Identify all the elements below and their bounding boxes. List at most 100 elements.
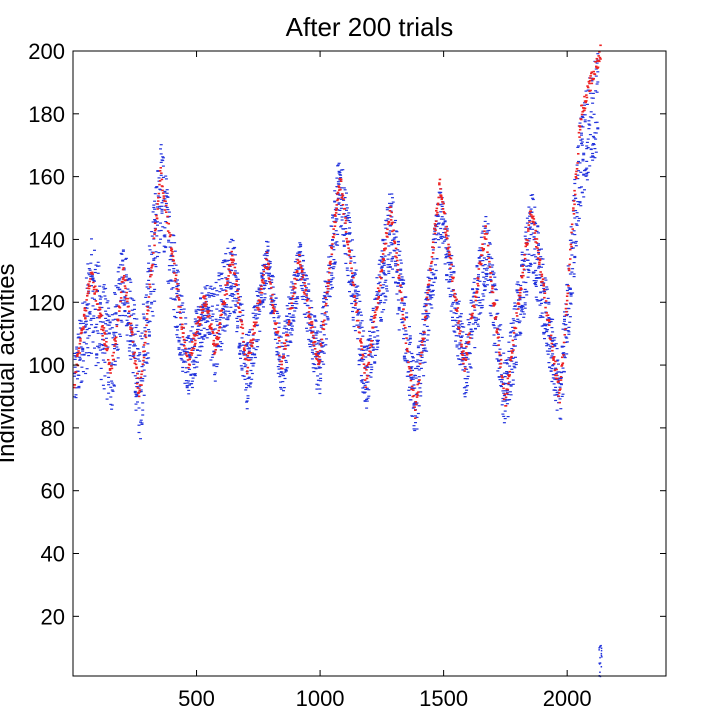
data-point-blue — [551, 337, 555, 339]
data-point-blue — [489, 314, 493, 316]
data-point-blue — [213, 334, 217, 336]
data-point-red — [233, 272, 236, 274]
data-point-blue — [211, 313, 215, 315]
data-point-red — [481, 249, 485, 252]
data-point-blue — [199, 320, 203, 322]
data-point-blue — [222, 317, 225, 319]
data-point-blue — [385, 220, 389, 222]
data-point-red — [237, 307, 241, 309]
data-point-blue — [356, 338, 360, 340]
data-point-red — [78, 342, 82, 345]
data-point-blue — [172, 235, 176, 237]
data-point-blue — [595, 62, 599, 64]
data-point-red — [262, 270, 266, 273]
data-point-blue — [151, 315, 155, 317]
data-point-blue — [434, 215, 438, 217]
data-point-red — [203, 297, 206, 300]
data-point-blue — [92, 330, 96, 332]
data-point-blue — [173, 250, 177, 252]
data-point-blue — [458, 342, 462, 344]
data-point-blue — [331, 214, 334, 216]
data-point-blue — [474, 320, 478, 322]
data-point-blue — [437, 222, 441, 224]
data-point-blue — [167, 211, 171, 213]
data-point-red — [222, 300, 225, 303]
data-point-red — [469, 337, 472, 339]
data-point-blue — [546, 353, 550, 355]
data-point-blue — [345, 218, 349, 220]
data-point-red — [516, 303, 519, 305]
data-point-red — [100, 314, 103, 317]
data-point-blue — [85, 304, 89, 306]
data-point-red — [500, 375, 503, 377]
data-point-red — [157, 196, 160, 199]
data-point-red — [149, 275, 152, 278]
data-point-blue — [348, 221, 352, 223]
data-point-blue — [473, 347, 477, 349]
data-point-red — [208, 314, 211, 317]
y-tick-label: 120 — [28, 290, 65, 315]
data-point-red — [130, 330, 133, 333]
data-point-red — [172, 259, 175, 262]
data-point-blue — [534, 281, 538, 284]
data-point-blue — [573, 255, 577, 258]
data-point-red — [364, 386, 368, 388]
data-point-blue — [202, 314, 206, 317]
data-point-blue — [143, 375, 147, 377]
data-point-blue — [110, 408, 114, 410]
data-point-blue — [228, 294, 232, 297]
data-point-blue — [557, 363, 560, 365]
data-point-blue — [454, 335, 458, 337]
data-point-blue — [307, 283, 311, 285]
data-point-blue — [316, 330, 320, 332]
data-point-blue — [500, 381, 503, 383]
data-point-blue — [121, 259, 125, 261]
data-point-blue — [379, 256, 383, 258]
data-point-blue — [76, 333, 80, 335]
data-point-blue — [554, 378, 558, 381]
data-point-red — [367, 363, 370, 366]
data-point-blue — [297, 268, 301, 270]
data-point-red — [140, 373, 143, 376]
data-point-blue — [215, 290, 219, 292]
data-point-blue — [104, 310, 108, 312]
data-point-red — [100, 326, 104, 328]
data-point-blue — [356, 285, 360, 287]
data-point-red — [79, 340, 82, 342]
data-point-blue — [411, 415, 414, 417]
data-point-blue — [491, 264, 495, 266]
data-point-blue — [428, 298, 432, 300]
data-point-blue — [431, 294, 435, 296]
data-point-blue — [496, 327, 500, 329]
data-point-red — [113, 337, 117, 340]
data-point-blue — [160, 208, 164, 210]
data-point-blue — [350, 279, 354, 281]
data-point-red — [271, 307, 275, 309]
data-point-red — [161, 185, 164, 188]
data-point-red — [137, 395, 141, 398]
data-point-blue — [188, 357, 192, 359]
data-point-blue — [578, 162, 582, 164]
data-point-blue — [528, 212, 532, 214]
data-point-blue — [543, 290, 546, 293]
data-point-red — [480, 263, 483, 265]
data-point-blue — [250, 378, 254, 380]
data-point-blue — [336, 181, 340, 183]
data-point-red — [526, 239, 529, 242]
data-point-blue — [413, 402, 417, 404]
data-point-blue — [505, 373, 509, 375]
data-point-red — [174, 277, 177, 280]
data-point-blue — [138, 354, 142, 356]
data-point-red — [265, 267, 268, 269]
data-point-red — [408, 367, 411, 370]
data-point-blue — [511, 379, 515, 381]
data-point-red — [157, 192, 161, 195]
data-point-blue — [403, 358, 407, 360]
data-point-red — [107, 359, 110, 361]
data-point-red — [202, 303, 206, 306]
data-point-red — [462, 350, 465, 352]
data-point-red — [93, 293, 96, 295]
data-point-red — [481, 243, 484, 245]
data-point-blue — [202, 302, 206, 304]
data-point-blue — [419, 359, 423, 362]
